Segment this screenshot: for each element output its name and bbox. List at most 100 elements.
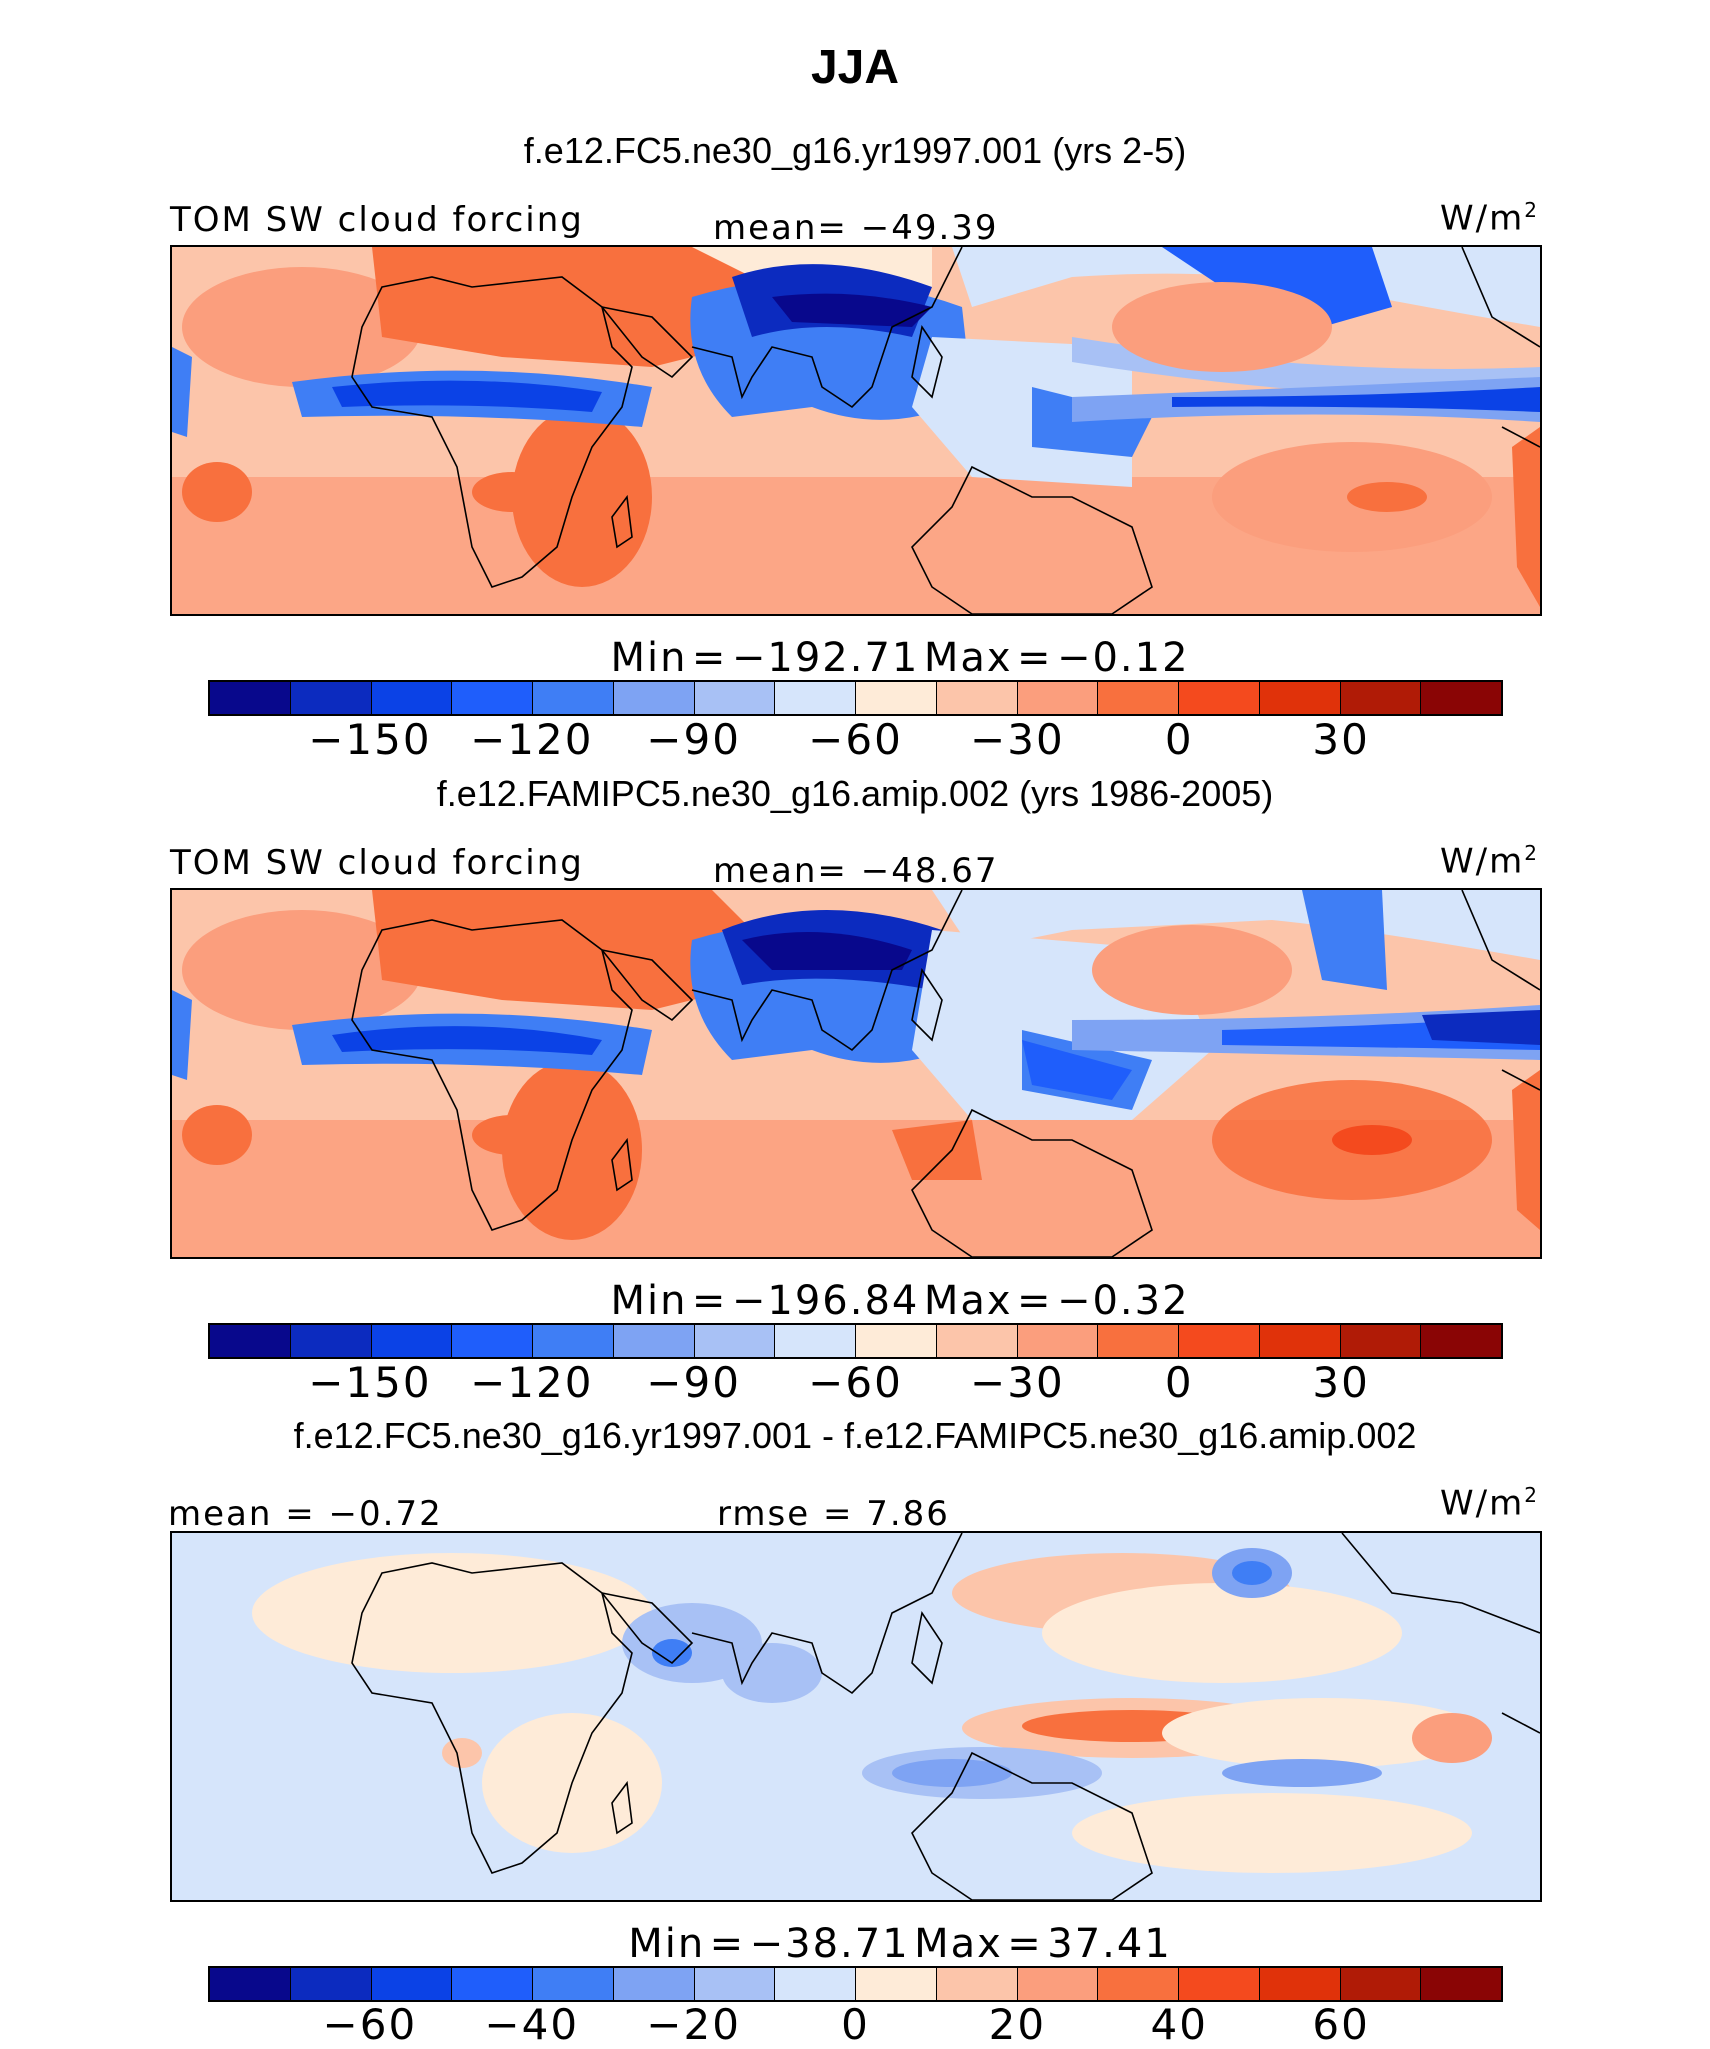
colorbar-swatch [1017,1968,1099,2000]
panel2-max-label: Max [923,1278,1013,1324]
panel2-min-eq: = [691,1278,728,1324]
panel3-contour-field [172,1533,1540,1900]
panel2-max-value: −0.32 [1056,1278,1190,1324]
panel2-min-value: −196.84 [731,1278,920,1324]
colorbar-swatch [936,682,1018,714]
colorbar-swatch [452,682,533,714]
colorbar-swatch [452,1968,533,2000]
panel3-max-value: 37.41 [1047,1921,1172,1967]
panel2-variable-label: TOM SW cloud forcing [170,843,584,883]
colorbar-swatch [290,1325,372,1357]
panel1-units-label: W/m2 [1440,198,1539,239]
colorbar-swatch [694,1325,776,1357]
panel1-max-value: −0.12 [1056,635,1190,681]
colorbar-swatch [1017,682,1099,714]
colorbar-tick-label: −30 [970,1358,1065,1407]
colorbar-swatch [936,1325,1018,1357]
panel2-colorbar-ticks: −150 −120 −90 −60 −30 0 30 [0,1358,1710,1408]
colorbar-tick-label: −150 [308,1358,432,1407]
colorbar-tick-label: 20 [988,2000,1047,2049]
panel3-max-label: Max [914,1921,1003,1967]
panel1-max-eq: = [1016,635,1053,681]
colorbar-swatch [775,682,856,714]
colorbar-swatch [1017,1325,1099,1357]
panel1-colorbar [208,680,1503,716]
panel3-rmse-label: rmse = 7.86 [717,1494,950,1534]
panel1-min-value: −192.71 [731,635,920,681]
colorbar-swatch [1179,1325,1260,1357]
colorbar-tick-label: −60 [808,1358,903,1407]
panel3-colorbar [208,1966,1503,2002]
colorbar-tick-label: −120 [470,1358,594,1407]
colorbar-swatch [533,1325,614,1357]
colorbar-tick-label: 0 [1164,715,1194,764]
panel3-units-label: W/m2 [1440,1483,1539,1524]
colorbar-swatch [1421,1325,1501,1357]
colorbar-swatch [210,1968,291,2000]
colorbar-swatch [1259,1968,1341,2000]
panel1-title: f.e12.FC5.ne30_g16.yr1997.001 (yrs 2-5) [523,130,1187,171]
colorbar-swatch [371,1325,453,1357]
colorbar-tick-label: −120 [470,715,594,764]
colorbar-swatch [1098,1968,1179,2000]
panel2-contour-field [172,890,1540,1257]
panel3-min-value: −38.71 [749,1921,910,1967]
colorbar-tick-label: 30 [1312,715,1370,764]
colorbar-swatch [1340,1968,1422,2000]
colorbar-swatch [1259,1325,1341,1357]
panel1-map [170,245,1542,616]
colorbar-swatch [452,1325,533,1357]
panel1-colorbar-ticks: −150 −120 −90 −60 −30 0 30 [0,715,1710,765]
panel1-variable-label: TOM SW cloud forcing [170,200,584,240]
panel2-min-label: Min [610,1278,688,1324]
colorbar-swatch [1421,1968,1501,2000]
panel1-minmax: Min = −192.71 Max = −0.12 [500,635,1300,681]
panel2-colorbar [208,1323,1503,1359]
colorbar-swatch [371,682,453,714]
colorbar-swatch [1098,682,1179,714]
colorbar-swatch [210,1325,291,1357]
colorbar-tick-label: 0 [841,2000,870,2049]
panel3-min-eq: = [709,1921,746,1967]
colorbar-tick-label: 40 [1150,2000,1208,2049]
colorbar-tick-label: −40 [484,2000,580,2049]
colorbar-tick-label: −150 [308,715,432,764]
panel3-min-label: Min [628,1921,706,1967]
panel1-max-label: Max [923,635,1013,681]
colorbar-swatch [613,1325,695,1357]
panel2-map [170,888,1542,1259]
colorbar-swatch [856,1325,937,1357]
colorbar-swatch [613,1968,695,2000]
colorbar-swatch [613,682,695,714]
panel3-title: f.e12.FC5.ne30_g16.yr1997.001 - f.e12.FA… [293,1415,1417,1456]
colorbar-swatch [936,1968,1018,2000]
colorbar-swatch [533,682,614,714]
colorbar-tick-label: −60 [808,715,903,764]
colorbar-swatch [1340,682,1422,714]
colorbar-tick-label: −90 [646,715,741,764]
colorbar-swatch [210,682,291,714]
colorbar-tick-label: 30 [1312,1358,1370,1407]
colorbar-swatch [1340,1325,1422,1357]
colorbar-swatch [1259,682,1341,714]
panel1-min-eq: = [691,635,728,681]
colorbar-tick-label: −20 [646,2000,741,2049]
panel3-mean-label: mean = −0.72 [168,1494,443,1534]
colorbar-tick-label: −90 [646,1358,741,1407]
panel1-contour-field [172,247,1540,614]
panel2-title: f.e12.FAMIPC5.ne30_g16.amip.002 (yrs 198… [436,773,1274,814]
figure-title: JJA [810,41,900,94]
colorbar-swatch [694,1968,776,2000]
colorbar-swatch [290,682,372,714]
colorbar-swatch [533,1968,614,2000]
panel1-mean-label: mean= −49.39 [713,208,999,248]
panel3-map [170,1531,1542,1902]
colorbar-swatch [1098,1325,1179,1357]
panel3-max-eq: = [1007,1921,1043,1967]
colorbar-tick-label: 0 [1164,1358,1194,1407]
panel2-units-label: W/m2 [1440,841,1539,882]
colorbar-swatch [371,1968,453,2000]
colorbar-swatch [1179,682,1260,714]
colorbar-swatch [775,1325,856,1357]
colorbar-tick-label: −60 [322,2000,418,2049]
